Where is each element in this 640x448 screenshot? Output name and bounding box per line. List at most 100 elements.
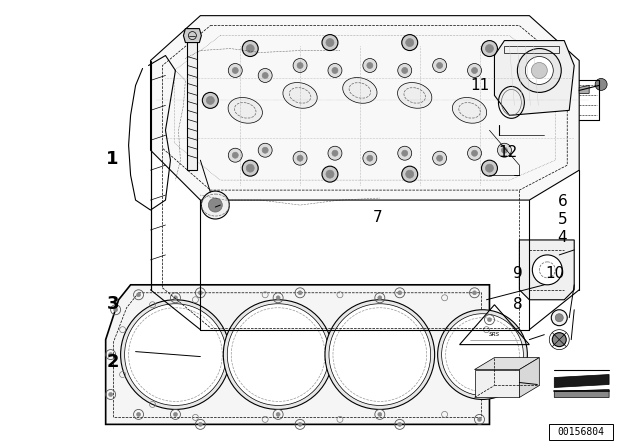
- Circle shape: [325, 300, 435, 409]
- Circle shape: [326, 170, 334, 178]
- Circle shape: [402, 34, 418, 51]
- Text: 3: 3: [106, 295, 119, 314]
- Circle shape: [438, 310, 527, 400]
- Text: SRS: SRS: [489, 332, 500, 337]
- Polygon shape: [463, 290, 486, 327]
- Circle shape: [397, 422, 402, 426]
- Ellipse shape: [452, 98, 486, 123]
- Circle shape: [501, 73, 508, 78]
- Circle shape: [329, 304, 431, 405]
- Polygon shape: [150, 16, 579, 200]
- Polygon shape: [554, 389, 609, 397]
- Circle shape: [363, 151, 377, 165]
- Circle shape: [552, 333, 566, 347]
- Circle shape: [397, 291, 402, 295]
- Circle shape: [497, 69, 511, 82]
- Polygon shape: [106, 285, 490, 424]
- Ellipse shape: [283, 82, 317, 108]
- Circle shape: [501, 147, 508, 153]
- Circle shape: [198, 422, 202, 426]
- Ellipse shape: [342, 78, 377, 103]
- Polygon shape: [520, 240, 574, 300]
- Circle shape: [293, 151, 307, 165]
- Text: 9: 9: [513, 266, 523, 280]
- Circle shape: [173, 413, 177, 416]
- Circle shape: [406, 39, 413, 47]
- Circle shape: [472, 150, 477, 156]
- Circle shape: [232, 68, 238, 73]
- Circle shape: [202, 92, 218, 108]
- Ellipse shape: [397, 82, 432, 108]
- Circle shape: [556, 96, 563, 104]
- Circle shape: [481, 41, 497, 56]
- Circle shape: [378, 413, 382, 416]
- Circle shape: [402, 150, 408, 156]
- Circle shape: [488, 318, 492, 322]
- Polygon shape: [474, 370, 520, 397]
- Circle shape: [209, 198, 222, 212]
- Circle shape: [397, 146, 412, 160]
- Circle shape: [433, 59, 447, 73]
- Circle shape: [468, 64, 481, 78]
- Circle shape: [109, 392, 113, 396]
- Text: 8: 8: [513, 297, 523, 312]
- Circle shape: [258, 69, 272, 82]
- Circle shape: [486, 44, 493, 52]
- Circle shape: [472, 291, 477, 295]
- Circle shape: [497, 143, 511, 157]
- Circle shape: [328, 146, 342, 160]
- Polygon shape: [554, 375, 609, 388]
- Circle shape: [378, 296, 382, 300]
- Circle shape: [298, 422, 302, 426]
- Circle shape: [228, 64, 243, 78]
- Bar: [549, 424, 613, 440]
- Circle shape: [198, 291, 202, 295]
- Circle shape: [223, 300, 333, 409]
- Polygon shape: [474, 358, 540, 370]
- Circle shape: [246, 164, 254, 172]
- Circle shape: [488, 388, 492, 392]
- Circle shape: [486, 164, 493, 172]
- Circle shape: [556, 314, 563, 322]
- Circle shape: [262, 73, 268, 78]
- Circle shape: [517, 48, 561, 92]
- Circle shape: [595, 78, 607, 90]
- Circle shape: [322, 166, 338, 182]
- Circle shape: [397, 64, 412, 78]
- Text: 7: 7: [372, 210, 382, 225]
- Circle shape: [228, 148, 243, 162]
- Text: 1: 1: [106, 150, 119, 168]
- Circle shape: [276, 413, 280, 416]
- Circle shape: [402, 68, 408, 73]
- Ellipse shape: [228, 98, 262, 123]
- Circle shape: [481, 160, 497, 176]
- Circle shape: [532, 255, 563, 285]
- Circle shape: [262, 147, 268, 153]
- Circle shape: [120, 300, 230, 409]
- Polygon shape: [579, 86, 589, 93]
- Circle shape: [332, 150, 338, 156]
- Circle shape: [243, 160, 258, 176]
- Text: 00156804: 00156804: [557, 427, 605, 437]
- Circle shape: [232, 152, 238, 158]
- Circle shape: [468, 146, 481, 160]
- Circle shape: [442, 314, 524, 396]
- Text: 11: 11: [470, 78, 489, 93]
- Circle shape: [367, 63, 373, 69]
- Circle shape: [406, 170, 413, 178]
- Polygon shape: [188, 41, 197, 170]
- Circle shape: [367, 155, 373, 161]
- Circle shape: [136, 293, 141, 297]
- Polygon shape: [495, 41, 574, 115]
- Text: 10: 10: [545, 266, 564, 280]
- Circle shape: [202, 191, 229, 219]
- Circle shape: [326, 39, 334, 47]
- Text: 12: 12: [499, 145, 518, 160]
- Circle shape: [322, 34, 338, 51]
- Circle shape: [293, 59, 307, 73]
- Circle shape: [297, 155, 303, 161]
- Polygon shape: [520, 358, 540, 397]
- Circle shape: [173, 296, 177, 300]
- Circle shape: [114, 308, 118, 312]
- Circle shape: [436, 63, 443, 69]
